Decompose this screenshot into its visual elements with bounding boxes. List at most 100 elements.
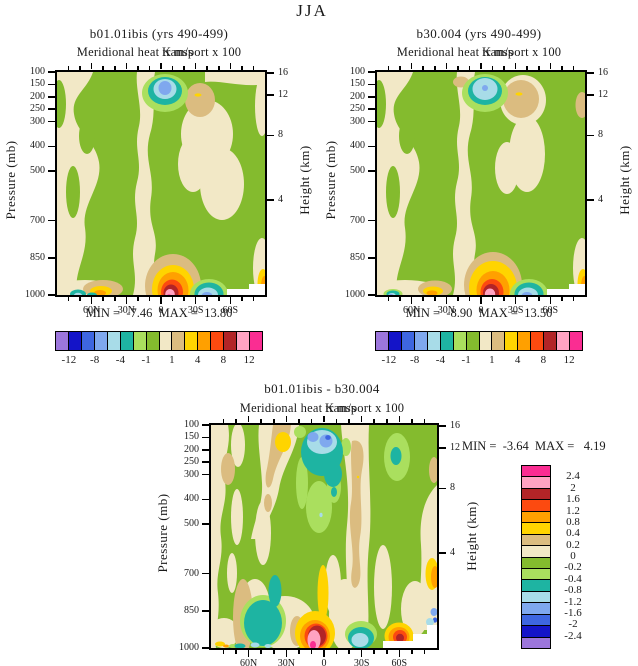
- latitude-tick: [387, 66, 390, 70]
- latitude-tick: [218, 66, 220, 70]
- height-tick: [439, 425, 446, 427]
- pressure-tick: [202, 449, 209, 451]
- colorbar-cell: [158, 332, 172, 350]
- colorbar-label: 2: [570, 481, 576, 494]
- colorbar-cell: [387, 332, 401, 350]
- terrain-mask: [547, 284, 585, 295]
- latitude-tick: [387, 297, 390, 301]
- height-tick: [439, 447, 446, 449]
- colorbar-cell: [197, 332, 211, 350]
- latitude-tick: [423, 419, 426, 423]
- pressure-tick-label: 850: [184, 604, 199, 616]
- height-tick-label: 16: [278, 66, 288, 78]
- latitude-tick: [561, 66, 563, 70]
- colorbar-cell: [236, 332, 250, 350]
- colorbar-cell: [522, 613, 550, 626]
- height-tick-label: 12: [278, 89, 288, 101]
- colorbar-cell: [522, 487, 550, 500]
- latitude-tick: [538, 66, 540, 70]
- latitude-tick: [335, 650, 338, 654]
- latitude-tick: [457, 66, 459, 70]
- colorbar-label: 4: [514, 354, 521, 366]
- pressure-tick: [48, 219, 55, 222]
- latitude-tick: [298, 650, 300, 654]
- contour-field: [377, 72, 585, 295]
- pressure-tick-label: 400: [350, 140, 365, 152]
- colorbar-label: 1: [489, 354, 495, 366]
- colorbar-cell: [522, 590, 550, 603]
- latitude-tick: [310, 419, 313, 423]
- colorbar-label: -2.4: [564, 629, 582, 642]
- latitude-tick: [67, 297, 70, 301]
- pressure-tick-label: 300: [184, 468, 199, 480]
- latitude-tick: [468, 297, 471, 301]
- units-label: K m/s: [162, 45, 194, 59]
- edge-features: [215, 558, 437, 648]
- latitude-tick: [572, 66, 575, 70]
- weak-positive-tan-regions: [418, 76, 585, 295]
- latitude-tick: [194, 63, 197, 69]
- colorbar-label: 4: [194, 354, 201, 366]
- positive-maximum-bullseye: [145, 254, 201, 295]
- colorbar-cell: [556, 332, 570, 350]
- colorbar-cell: [522, 636, 550, 648]
- latitude-tick: [235, 419, 237, 423]
- plot-frame: 100 150 200 250 300 400 500 700 850 1000 16 12 8 4 60N…: [179, 416, 460, 666]
- colorbar-cell: [145, 332, 159, 350]
- latitude-tick: [386, 419, 388, 423]
- colorbar-label: 8: [220, 354, 227, 366]
- height-tick: [267, 72, 274, 74]
- colorbar-cell: [522, 466, 550, 477]
- latitude-tick: [183, 66, 185, 70]
- latitude-tick: [114, 66, 116, 70]
- pressure-tick-label: 100: [30, 66, 45, 77]
- latitude-tick: [298, 419, 300, 423]
- latitude-tick: [526, 297, 528, 301]
- pressure-tick-label: 250: [30, 103, 45, 115]
- latitude-tick: [229, 63, 232, 69]
- latitude-tick: [422, 297, 424, 301]
- positive-maximum-bullseye: [464, 252, 522, 295]
- latitude-tick: [445, 63, 448, 69]
- latitude-tick: [310, 650, 313, 654]
- latitude-tick: [411, 419, 413, 423]
- latitude-tick: [218, 297, 220, 301]
- height-tick-label: 8: [598, 129, 603, 141]
- height-tick-label: 4: [598, 193, 603, 205]
- pressure-tick: [368, 219, 375, 222]
- colorbar-cell: [413, 332, 427, 350]
- latitude-tick: [183, 297, 185, 301]
- pressure-tick: [48, 170, 55, 172]
- height-tick: [587, 199, 594, 201]
- colorbar-cell: [522, 567, 550, 580]
- latitude-tick-label: 60N: [240, 658, 258, 666]
- colorbar-label: -2: [568, 618, 578, 631]
- pressure-tick: [202, 498, 209, 501]
- colorbar-cell: [93, 332, 107, 350]
- latitude-tick: [252, 297, 255, 301]
- colorbar-labels: -12 -8 -4 -1 1 4 8 12: [55, 354, 263, 368]
- latitude-tick: [398, 416, 401, 422]
- latitude-tick: [422, 66, 424, 70]
- latitude-tick: [445, 297, 448, 304]
- pressure-tick: [368, 108, 375, 110]
- southern-upper-negative-oval: [384, 433, 410, 481]
- colorbar-label: 0.2: [566, 538, 580, 551]
- colorbar-label: -1.2: [564, 595, 582, 608]
- pressure-tick-label: 250: [350, 103, 365, 115]
- subtitle-text: Meridional heat transport x 100: [239, 401, 405, 415]
- latitude-tick: [285, 650, 288, 657]
- latitude-tick: [526, 66, 528, 70]
- latitude-tick: [410, 297, 413, 304]
- latitude-tick: [360, 650, 363, 657]
- latitude-tick-label: 0: [321, 658, 327, 666]
- panel-subtitle: Meridional heat transport x 100 K m/s: [345, 45, 613, 60]
- colorbar-cell: [119, 332, 133, 350]
- latitude-tick: [229, 297, 232, 304]
- colorbar: -12 -8 -4 -1 1 4 8 12: [375, 331, 583, 371]
- colorbar-label: -4: [115, 354, 125, 366]
- colorbar-label: 1.6: [566, 493, 580, 506]
- positive-yellow-cell: [275, 432, 291, 452]
- positive-maximum-bullseye: [295, 611, 335, 648]
